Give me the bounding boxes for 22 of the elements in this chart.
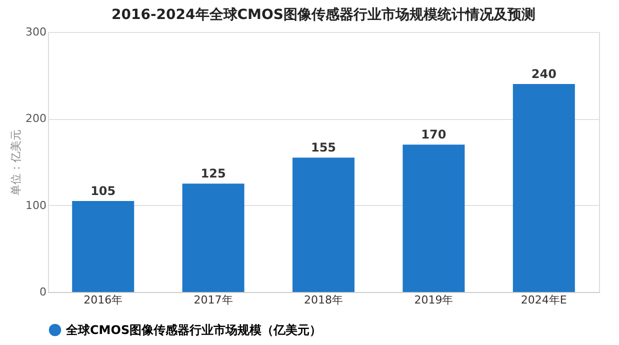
data-label: 240: [531, 67, 556, 81]
bar: [512, 84, 575, 292]
chart-title: 2016-2024年全球CMOS图像传感器行业市场规模统计情况及预测: [112, 6, 536, 23]
x-tick-label: 2024年E: [520, 294, 567, 306]
data-label: 170: [421, 128, 446, 142]
legend-label: 全球CMOS图像传感器行业市场规模（亿美元）: [65, 323, 322, 337]
bar: [72, 201, 134, 292]
y-tick-label: 0: [40, 286, 46, 298]
bar: [292, 158, 354, 292]
x-tick-label: 2019年: [414, 294, 454, 306]
data-label: 155: [310, 140, 336, 155]
y-tick-label: 300: [26, 26, 46, 38]
y-axis-title: 单位：亿美元: [10, 130, 23, 196]
bar: [402, 144, 465, 292]
x-tick-label: 2016年: [84, 294, 123, 306]
data-label: 125: [200, 166, 226, 181]
data-label: 105: [90, 184, 116, 198]
y-tick-label: 200: [26, 112, 46, 126]
bar: [182, 184, 244, 292]
x-tick-label: 2018年: [304, 294, 343, 306]
x-tick-label: 2017年: [194, 294, 233, 306]
y-tick-label: 100: [26, 198, 46, 212]
